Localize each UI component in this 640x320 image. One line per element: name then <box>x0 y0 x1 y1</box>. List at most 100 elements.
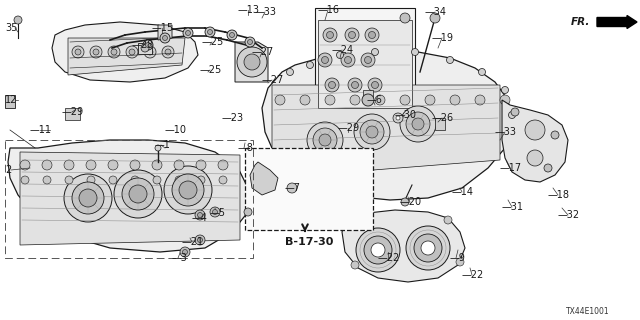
Text: —18: —18 <box>548 190 570 200</box>
Text: —14: —14 <box>452 187 474 197</box>
Text: —6: —6 <box>367 95 383 105</box>
Circle shape <box>205 27 215 37</box>
Circle shape <box>351 261 359 269</box>
Circle shape <box>326 31 333 38</box>
Circle shape <box>406 226 450 270</box>
Circle shape <box>114 170 162 218</box>
Text: —10: —10 <box>165 125 187 135</box>
Text: FR.: FR. <box>571 17 590 27</box>
Text: —21: —21 <box>182 237 204 247</box>
Circle shape <box>307 122 343 158</box>
Circle shape <box>319 134 331 146</box>
Circle shape <box>345 28 359 42</box>
Circle shape <box>196 160 206 170</box>
Circle shape <box>307 61 314 68</box>
Text: —25: —25 <box>200 65 222 75</box>
Circle shape <box>129 49 135 55</box>
Circle shape <box>362 94 374 106</box>
Circle shape <box>275 95 285 105</box>
Text: —32: —32 <box>558 210 580 220</box>
Circle shape <box>155 145 161 151</box>
Circle shape <box>354 114 390 150</box>
Polygon shape <box>158 25 172 40</box>
FancyArrow shape <box>597 15 637 28</box>
Circle shape <box>527 150 543 166</box>
Circle shape <box>300 95 310 105</box>
Circle shape <box>163 36 168 41</box>
Polygon shape <box>68 38 185 75</box>
Circle shape <box>313 128 337 152</box>
Circle shape <box>160 33 170 43</box>
Circle shape <box>406 112 430 136</box>
Text: —17: —17 <box>500 163 522 173</box>
Circle shape <box>162 46 174 58</box>
Circle shape <box>165 49 171 55</box>
Text: —3: —3 <box>172 253 188 263</box>
Circle shape <box>108 160 118 170</box>
Circle shape <box>122 178 154 210</box>
Polygon shape <box>250 162 278 195</box>
Circle shape <box>21 176 29 184</box>
Text: —25: —25 <box>202 37 224 47</box>
Circle shape <box>365 57 371 63</box>
Circle shape <box>325 78 339 92</box>
Circle shape <box>179 181 197 199</box>
Circle shape <box>366 126 378 138</box>
Circle shape <box>180 247 190 257</box>
Text: —1: —1 <box>155 140 171 150</box>
Text: —5: —5 <box>210 208 226 218</box>
Polygon shape <box>52 22 198 82</box>
Circle shape <box>198 237 202 243</box>
Circle shape <box>86 160 96 170</box>
Circle shape <box>174 160 184 170</box>
Text: —24: —24 <box>332 45 354 55</box>
Circle shape <box>321 57 328 63</box>
Circle shape <box>195 210 205 220</box>
Polygon shape <box>138 43 152 54</box>
Text: —7: —7 <box>285 183 301 193</box>
Circle shape <box>354 214 362 222</box>
Circle shape <box>109 176 117 184</box>
Circle shape <box>337 52 344 59</box>
Circle shape <box>145 43 150 47</box>
Circle shape <box>393 113 403 123</box>
Circle shape <box>65 176 73 184</box>
Circle shape <box>525 120 545 140</box>
Circle shape <box>412 49 419 55</box>
Circle shape <box>400 13 410 23</box>
Circle shape <box>349 31 355 38</box>
Circle shape <box>230 33 234 37</box>
Circle shape <box>244 54 260 70</box>
Circle shape <box>207 29 212 35</box>
Circle shape <box>371 82 378 89</box>
Text: —15: —15 <box>152 23 174 33</box>
Circle shape <box>219 176 227 184</box>
Circle shape <box>364 236 392 264</box>
Text: —8: —8 <box>238 143 254 153</box>
Bar <box>315 8 415 123</box>
Circle shape <box>479 68 486 76</box>
Circle shape <box>182 250 188 254</box>
Text: —23: —23 <box>222 113 244 123</box>
Polygon shape <box>435 118 445 130</box>
Circle shape <box>20 160 30 170</box>
Circle shape <box>456 258 464 266</box>
Text: 35: 35 <box>5 23 17 33</box>
Circle shape <box>153 176 161 184</box>
Circle shape <box>475 95 485 105</box>
Circle shape <box>87 176 95 184</box>
Circle shape <box>64 160 74 170</box>
Circle shape <box>175 176 183 184</box>
Circle shape <box>248 39 253 44</box>
Circle shape <box>198 212 202 218</box>
Circle shape <box>371 49 378 55</box>
Circle shape <box>152 160 162 170</box>
Polygon shape <box>235 42 268 82</box>
Circle shape <box>350 95 360 105</box>
Text: —26: —26 <box>432 113 454 123</box>
Circle shape <box>318 53 332 67</box>
Circle shape <box>210 207 220 217</box>
Circle shape <box>72 182 104 214</box>
Text: —16: —16 <box>318 5 340 15</box>
Circle shape <box>400 95 410 105</box>
